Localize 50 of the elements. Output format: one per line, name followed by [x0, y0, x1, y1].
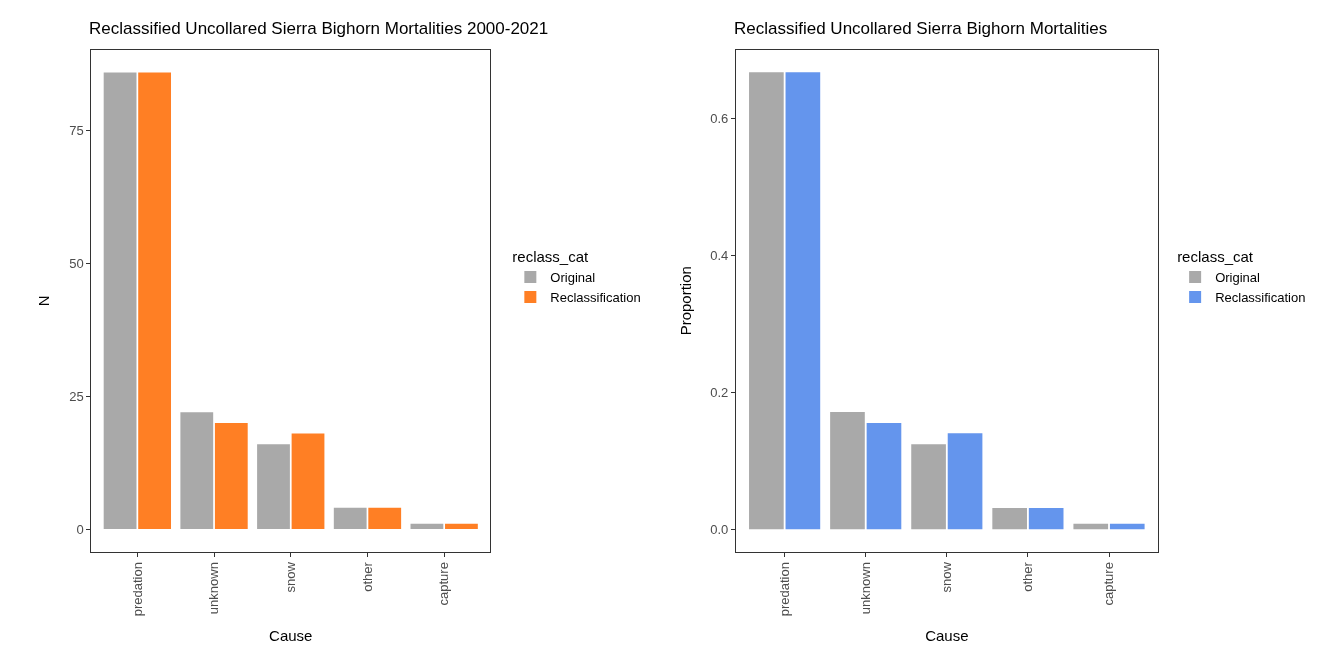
- legend-label: Original: [1215, 270, 1261, 286]
- bar: [410, 523, 444, 530]
- chart-title: Reclassified Uncollared Sierra Bighorn Mortalities 2000-2021: [89, 19, 549, 38]
- x-tick-label: unknown: [206, 562, 222, 615]
- bar: [368, 507, 402, 530]
- x-axis-title: Cause: [269, 627, 313, 645]
- bar: [992, 507, 1027, 530]
- x-tick-label: unknown: [857, 562, 873, 615]
- bar: [445, 523, 478, 530]
- bar: [180, 412, 214, 530]
- y-tick-label: 0.2: [710, 384, 729, 400]
- x-tick-label: predation: [129, 562, 145, 617]
- y-axis-title: N: [35, 295, 53, 307]
- x-tick-label: capture: [436, 562, 452, 606]
- bar: [947, 433, 983, 530]
- y-tick-label: 0: [76, 521, 84, 537]
- x-axis-title: Cause: [925, 627, 969, 645]
- bar: [1073, 523, 1109, 530]
- bar: [291, 433, 325, 530]
- y-tick-label: 0.6: [710, 110, 729, 126]
- bar: [103, 72, 137, 530]
- x-tick-label: capture: [1101, 562, 1117, 606]
- legend-label: Reclassification: [550, 290, 641, 306]
- bar: [911, 444, 946, 530]
- legend-label: Original: [550, 270, 596, 286]
- y-tick-label: 25: [69, 388, 84, 404]
- x-tick-label: other: [1020, 561, 1036, 592]
- x-tick-label: snow: [282, 561, 298, 593]
- y-tick-label: 0.4: [710, 247, 729, 263]
- bar: [138, 72, 171, 530]
- legend-label: Reclassification: [1215, 290, 1306, 306]
- x-tick-label: snow: [939, 561, 955, 593]
- x-tick-label: predation: [776, 562, 792, 617]
- legend-title: reclass_cat: [1177, 248, 1254, 266]
- bar: [1109, 523, 1145, 530]
- x-tick-label: other: [359, 561, 375, 592]
- bar: [785, 72, 821, 530]
- bar: [333, 507, 367, 530]
- bar: [830, 411, 865, 530]
- y-tick-label: 75: [69, 123, 84, 139]
- y-tick-label: 0.0: [710, 521, 729, 537]
- bar: [866, 422, 902, 530]
- bar: [214, 422, 248, 530]
- legend-title: reclass_cat: [512, 248, 590, 266]
- bar: [257, 444, 290, 530]
- chart-title: Reclassified Uncollared Sierra Bighorn Mortalities: [734, 19, 1108, 38]
- bar: [749, 72, 784, 530]
- y-tick-label: 50: [69, 256, 84, 272]
- bar: [1028, 507, 1064, 530]
- y-axis-title: Proportion: [676, 266, 694, 336]
